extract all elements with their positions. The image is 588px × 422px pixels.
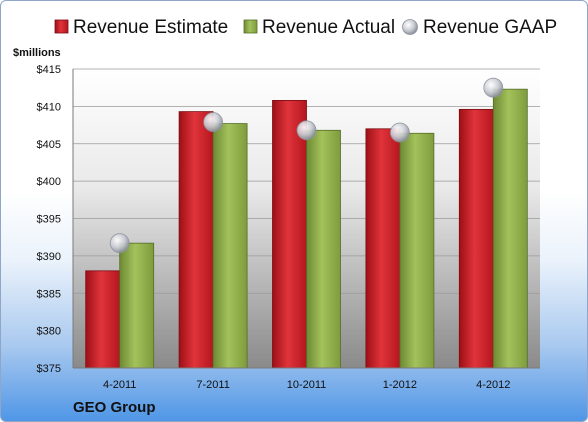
y-tick-label: $395 <box>37 214 61 226</box>
marker-revenue-gaap <box>203 112 224 132</box>
x-tick-label: 4-2011 <box>103 379 136 391</box>
legend-marker-gaap <box>402 19 418 35</box>
bar-revenue-estimate <box>458 108 494 369</box>
y-tick-label: $380 <box>37 326 61 338</box>
legend-swatch-actual <box>243 19 258 34</box>
y-axis-unit-label: $millions <box>13 47 61 59</box>
y-axis: $375 $380 $385 $390 $395 $400 $405 $410 $415 <box>37 64 74 375</box>
bar-revenue-estimate <box>85 270 121 369</box>
bars <box>85 88 528 369</box>
bar-revenue-actual <box>306 129 341 369</box>
bar-revenue-actual <box>212 123 248 369</box>
y-tick-label: $410 <box>37 101 61 113</box>
bar-revenue-estimate <box>272 99 307 369</box>
bar-revenue-estimate <box>365 128 401 369</box>
legend-swatch-estimate <box>54 19 69 34</box>
y-tick-label: $385 <box>37 288 61 300</box>
gaap-markers <box>109 77 504 254</box>
marker-revenue-gaap <box>389 122 410 143</box>
x-tick-label: 7-2011 <box>196 379 229 391</box>
x-axis: 4-2011 7-2011 10-2011 1-2012 4-2012 <box>73 367 540 391</box>
x-tick-label: 1-2012 <box>383 379 417 391</box>
x-tick-label: 10-2011 <box>287 379 327 391</box>
y-tick-label: $390 <box>37 251 61 263</box>
marker-revenue-gaap <box>109 233 130 254</box>
bar-revenue-actual <box>492 88 528 369</box>
legend-label-estimate: Revenue Estimate <box>73 17 228 38</box>
y-tick-label: $415 <box>37 64 61 76</box>
company-name: GEO Group <box>73 399 156 416</box>
bar-revenue-actual <box>399 132 435 369</box>
x-tick-label: 4-2012 <box>476 379 510 391</box>
marker-revenue-gaap <box>296 120 317 141</box>
legend: Revenue Estimate Revenue Actual Revenue … <box>54 17 557 38</box>
y-tick-label: $405 <box>37 139 61 151</box>
legend-label-gaap: Revenue GAAP <box>423 17 557 38</box>
bar-revenue-estimate <box>178 111 214 369</box>
legend-label-actual: Revenue Actual <box>262 17 395 38</box>
y-tick-label: $375 <box>37 363 61 375</box>
bar-revenue-actual <box>119 242 155 369</box>
marker-revenue-gaap <box>483 77 504 98</box>
y-tick-label: $400 <box>37 176 61 188</box>
